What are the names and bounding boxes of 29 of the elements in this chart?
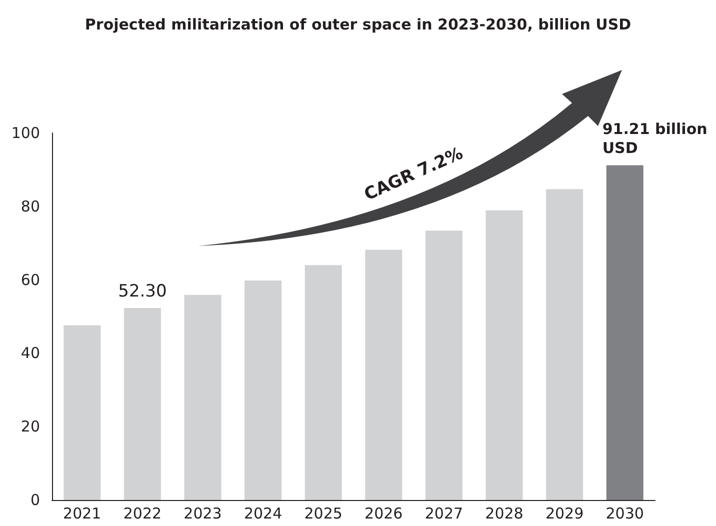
y-tick-label: 100 — [11, 124, 40, 142]
y-tick-label: 80 — [20, 197, 40, 216]
x-tick-label: 2029 — [545, 504, 584, 522]
x-tick-label: 2023 — [184, 504, 222, 522]
y-tick-label: 40 — [20, 344, 40, 362]
bar — [546, 189, 584, 500]
y-tick-label: 0 — [30, 491, 40, 509]
bar — [365, 250, 402, 500]
bar — [64, 325, 101, 500]
data-label: 52.30 — [118, 282, 167, 302]
bar — [244, 280, 282, 500]
bar — [184, 294, 222, 500]
x-tick-label: 2028 — [485, 504, 524, 522]
bar — [486, 210, 523, 500]
x-tick-label: 2021 — [63, 504, 102, 522]
y-tick-label: 60 — [20, 270, 40, 289]
bar — [124, 308, 161, 500]
data-label: 91.21 billion USD — [602, 120, 713, 157]
x-tick-label: 2026 — [364, 504, 403, 522]
x-tick-label: 2027 — [424, 504, 464, 522]
bar — [425, 230, 462, 500]
x-tick-label: 2022 — [123, 504, 162, 522]
chart-title: Projected militarization of outer space in 2023-2030, billion USD — [84, 16, 632, 34]
y-tick-label: 20 — [20, 418, 40, 436]
x-tick-label: 2025 — [304, 504, 342, 522]
x-tick-label: 2030 — [606, 504, 644, 522]
bar — [606, 165, 644, 500]
bar — [304, 265, 342, 500]
x-tick-label: 2024 — [244, 504, 282, 522]
